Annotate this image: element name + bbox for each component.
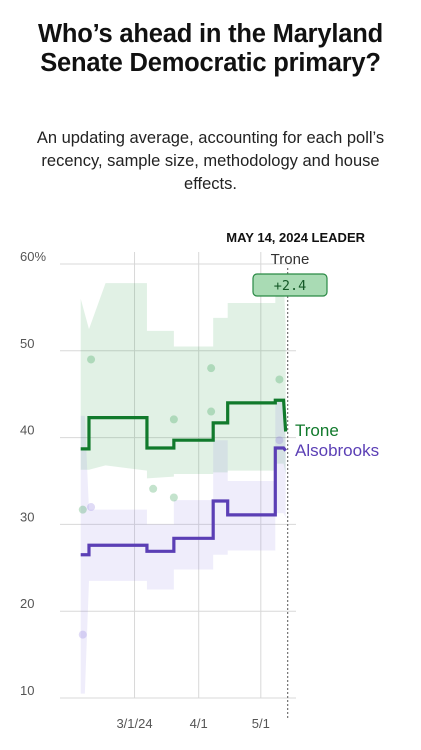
axis-labels: 60% 50 40 30 20 10 3/1/24 4/1 5/1 (20, 249, 270, 731)
series-label-trone: Trone (295, 421, 339, 440)
line-trone (80, 398, 288, 451)
chart-title: Who’s ahead in the Maryland Senate Democ… (37, 20, 384, 77)
leader-name: Trone (271, 251, 310, 268)
average-lines (80, 398, 288, 557)
x-tick-label: 4/1 (190, 716, 208, 731)
series-label-alsobrooks: Alsobrooks (295, 441, 379, 460)
y-tick-label: 60% (20, 249, 46, 264)
y-tick-label: 20 (20, 596, 34, 611)
poll-dot-alsobrooks (275, 436, 284, 445)
poll-dots (78, 355, 284, 639)
poll-dot-alsobrooks (78, 630, 87, 639)
leader-margin-badge (252, 273, 328, 297)
y-tick-label: 40 (20, 423, 34, 438)
y-tick-label: 50 (20, 336, 34, 351)
poll-dot-trone (149, 484, 158, 493)
uncertainty-bands (80, 275, 286, 694)
chart-subtitle: An updating average, accounting for each… (36, 129, 385, 193)
y-tick-label: 10 (20, 683, 34, 698)
line-alsobrooks (80, 446, 287, 557)
poll-dot-trone (78, 505, 87, 514)
poll-dot-trone (207, 364, 216, 373)
band-alsobrooks (80, 398, 286, 694)
band-trone (80, 275, 286, 479)
x-tick-label: 3/1/24 (116, 716, 152, 731)
y-tick-label: 30 (20, 509, 34, 524)
leader-reference: MAY 14, 2024 LEADER Trone +2.4 (226, 230, 366, 718)
poll-dot-trone (169, 493, 178, 502)
poll-dot-trone (169, 415, 178, 424)
leader-margin-value: +2.4 (274, 278, 307, 294)
poll-dot-trone (275, 375, 284, 384)
poll-dot-trone (87, 355, 96, 364)
poll-dot-alsobrooks (87, 503, 96, 512)
x-tick-label: 5/1 (252, 716, 270, 731)
grid-lines (60, 252, 296, 699)
poll-dot-trone (207, 407, 216, 416)
leader-date-label: MAY 14, 2024 LEADER (226, 230, 365, 245)
